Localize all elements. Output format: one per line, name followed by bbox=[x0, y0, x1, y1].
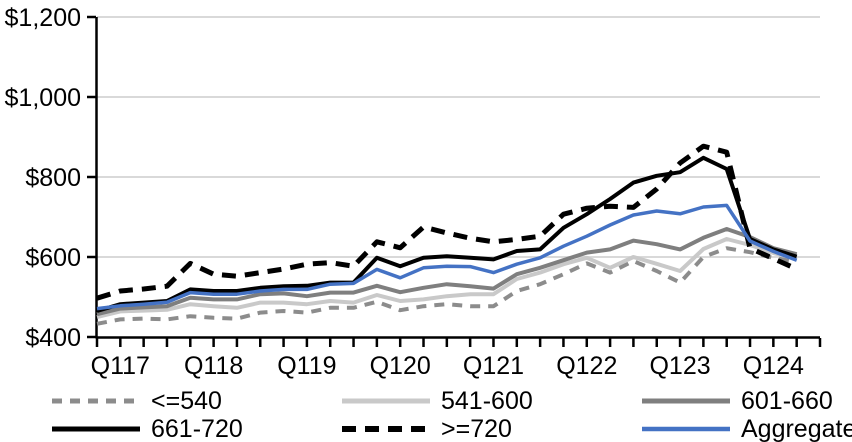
legend-line-sample-601-660 bbox=[642, 398, 730, 404]
x-tick-label-Q124: Q124 bbox=[743, 352, 804, 380]
legend-item-601-660: 601-660 bbox=[640, 386, 833, 415]
series-line-<=540 bbox=[96, 246, 798, 326]
legend-item-Aggregate: Aggregate bbox=[640, 414, 852, 442]
y-tick-label-1000: $1,000 bbox=[5, 84, 81, 112]
legend-line-sample-<=540 bbox=[52, 398, 140, 404]
x-tick-label-Q117: Q117 bbox=[91, 352, 150, 380]
legend-label-661-720: 661-720 bbox=[151, 414, 243, 442]
x-tick-label-Q119: Q119 bbox=[277, 352, 336, 380]
legend-label->=720: >=720 bbox=[441, 414, 512, 442]
x-tick-label-Q123: Q123 bbox=[649, 352, 710, 380]
legend-item->=720: >=720 bbox=[340, 414, 512, 442]
y-tick-label-400: $400 bbox=[25, 324, 81, 352]
series-line-Aggregate bbox=[96, 203, 798, 311]
x-tick-label-Q120: Q120 bbox=[370, 352, 431, 380]
legend-line-sample-661-720 bbox=[52, 426, 140, 432]
legend-item-<=540: <=540 bbox=[50, 386, 222, 415]
series-line-541-600 bbox=[96, 237, 798, 319]
legend-line-sample-Aggregate bbox=[642, 426, 730, 432]
series-line-661-720 bbox=[96, 155, 798, 313]
legend-label-<=540: <=540 bbox=[151, 386, 222, 415]
legend-line-sample-541-600 bbox=[342, 398, 430, 404]
legend-item-661-720: 661-720 bbox=[50, 414, 243, 442]
legend-line-sample->=720 bbox=[342, 426, 430, 432]
x-tick-label-Q121: Q121 bbox=[463, 352, 524, 380]
legend-label-Aggregate: Aggregate bbox=[741, 414, 852, 442]
y-tick-label-800: $800 bbox=[25, 164, 81, 192]
x-tick-label-Q122: Q122 bbox=[556, 352, 617, 380]
series-line->=720 bbox=[96, 143, 798, 301]
legend-label-601-660: 601-660 bbox=[741, 386, 833, 415]
legend-item-541-600: 541-600 bbox=[340, 386, 533, 415]
y-tick-label-600: $600 bbox=[25, 244, 81, 272]
x-tick-label-Q118: Q118 bbox=[184, 352, 243, 380]
y-tick-label-1200: $1,200 bbox=[5, 4, 81, 32]
series-line-601-660 bbox=[96, 227, 798, 317]
legend-label-541-600: 541-600 bbox=[441, 386, 533, 415]
